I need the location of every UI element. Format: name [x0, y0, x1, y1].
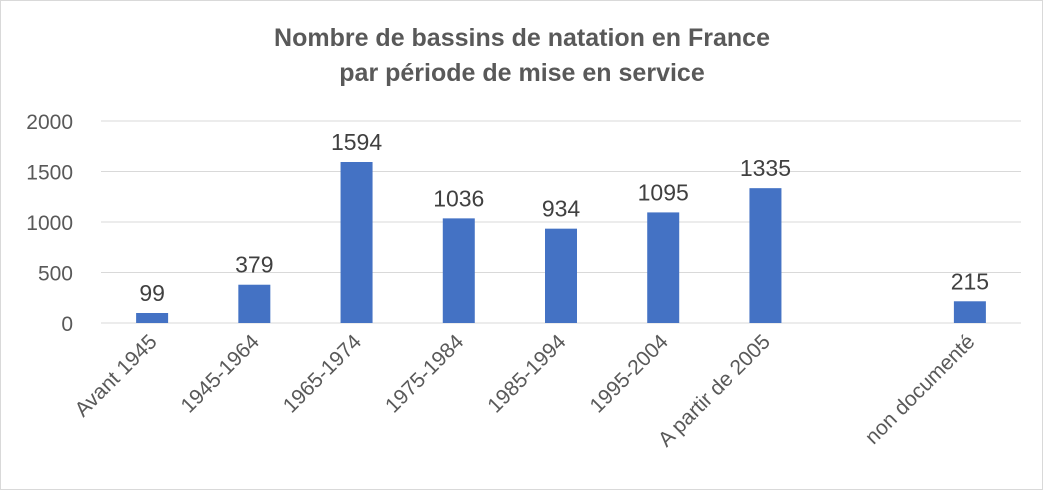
y-tick-label: 2000	[26, 111, 73, 134]
bar	[136, 313, 169, 323]
data-labels: 99 379 1594 1036 934 1095 1335 215	[139, 129, 989, 306]
data-label: 1095	[638, 179, 689, 205]
gridlines	[101, 120, 1021, 324]
x-tick-label: 1985-1994	[483, 330, 571, 418]
data-label: 379	[235, 252, 273, 278]
y-tick-label: 1500	[26, 162, 73, 185]
chart-title-line-1: Nombre de bassins de natation en France	[274, 24, 770, 52]
chart-title-line-2: par période de mise en service	[339, 59, 705, 87]
x-tick-label: 1975-1984	[381, 330, 469, 418]
bar	[442, 218, 475, 323]
x-axis-tick-labels: Avant 1945 1945-1964 1965-1974 1975-1984 198…	[71, 330, 980, 451]
bar	[340, 162, 373, 323]
x-tick-label: 1945-1964	[177, 330, 265, 418]
data-label: 99	[139, 280, 165, 306]
data-label: 1335	[740, 155, 791, 181]
data-label: 1594	[331, 129, 382, 155]
x-tick-label: Avant 1945	[71, 330, 162, 421]
bar	[953, 301, 986, 323]
data-label: 1036	[433, 185, 484, 211]
y-tick-label: 0	[61, 313, 73, 336]
y-tick-label: 500	[38, 263, 73, 286]
data-label: 934	[542, 196, 581, 222]
y-axis-tick-labels: 0 500 1000 1500 2000	[26, 111, 73, 336]
x-tick-label: 1995-2004	[585, 330, 673, 418]
bar	[238, 284, 271, 323]
bar	[545, 228, 577, 323]
x-tick-label: 1965-1974	[279, 330, 367, 418]
y-tick-label: 1000	[26, 212, 73, 235]
x-tick-label: A partir de 2005	[654, 330, 775, 451]
bar	[647, 212, 680, 323]
bars	[136, 162, 986, 323]
bar	[749, 188, 782, 323]
data-label: 215	[951, 268, 989, 294]
x-tick-label: non documenté	[861, 330, 980, 449]
